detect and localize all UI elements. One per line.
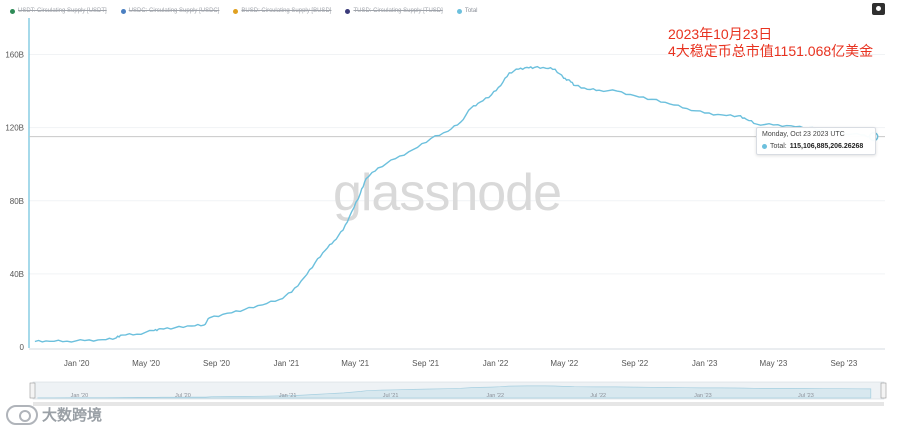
x-tick-label: Sep '20	[203, 359, 230, 368]
y-tick-label: 120B	[5, 124, 24, 133]
legend-dot-icon	[120, 8, 126, 14]
camera-icon[interactable]	[872, 3, 885, 15]
grid	[29, 54, 885, 275]
navigator-tick-label: Jan '23	[694, 393, 712, 399]
x-tick-label: May '21	[341, 359, 369, 368]
legend-label: TUSD: Circulating Supply [TUSD]	[353, 8, 443, 14]
x-tick-label: Sep '21	[412, 359, 439, 368]
legend-dot-icon	[10, 8, 15, 14]
tooltip-value: 115,106,885,206.26268	[789, 143, 864, 150]
navigator-tick-label: Jan '21	[279, 393, 297, 399]
annotation-line-2: 4大稳定币总市值1151.068亿美金	[668, 43, 874, 59]
navigator-tick-label: Jul '22	[590, 393, 606, 399]
y-ticks: 0 40B 80B 120B 160B	[5, 51, 24, 352]
navigator-tick-label: Jul '20	[175, 393, 191, 399]
x-tick-label: Sep '23	[830, 359, 857, 368]
navigator-series-area	[37, 385, 872, 399]
navigator-tick-label: Jan '20	[71, 393, 89, 399]
y-tick-label: 40B	[10, 270, 24, 279]
legend-dot-icon	[345, 8, 351, 14]
watermark-text: 大数跨境	[42, 407, 103, 424]
legend-item-4[interactable]: Total	[456, 8, 478, 14]
legend: USDT: Circulating Supply [USDT] USDC: Cir…	[10, 4, 478, 18]
navigator-tick-label: Jan '22	[486, 393, 504, 399]
x-tick-label: Jan '23	[692, 359, 718, 368]
y-tick-label: 80B	[10, 197, 24, 206]
watermark: 大数跨境	[6, 404, 102, 425]
y-tick-label: 0	[20, 343, 25, 352]
y-tick-label: 160B	[5, 51, 24, 60]
legend-label: BUSD: Circulating Supply [BUSD]	[241, 8, 332, 14]
navigator-scrollbar[interactable]	[33, 402, 884, 406]
navigator-ticks: Jan '20 Jul '20 Jan '21 Jul '21 Jan '22 Jul '…	[71, 393, 814, 399]
x-ticks: Jan '20 May '20 Sep '20 Jan '21 May '21 Sep '…	[64, 359, 858, 368]
legend-dot-icon	[456, 8, 462, 14]
x-tick-label: Jan '21	[274, 359, 300, 368]
tooltip-series-dot	[762, 144, 767, 149]
watermark-logo-icon	[6, 404, 38, 425]
x-tick-label: May '20	[132, 359, 160, 368]
glassnode-watermark-logo: glassnode	[333, 164, 561, 222]
legend-item-1[interactable]: USDC: Circulating Supply [USDC]	[120, 8, 220, 14]
navigator-left-handle[interactable]	[29, 382, 36, 399]
legend-item-0[interactable]: USDT: Circulating Supply [USDT]	[10, 8, 107, 14]
legend-item-3[interactable]: TUSD: Circulating Supply [TUSD]	[345, 8, 443, 14]
navigator-tick-label: Jul '21	[383, 393, 399, 399]
x-tick-label: Jan '20	[64, 359, 90, 368]
navigator-tick-label: Jul '23	[798, 393, 814, 399]
legend-item-2[interactable]: BUSD: Circulating Supply [BUSD]	[233, 8, 331, 14]
legend-dot-icon	[233, 8, 239, 14]
x-tick-label: Jan '22	[483, 359, 509, 368]
annotation: 2023年10月23日 4大稳定币总市值1151.068亿美金	[668, 26, 873, 60]
legend-label: USDC: Circulating Supply [USDC]	[128, 8, 220, 14]
x-tick-label: May '22	[550, 359, 578, 368]
legend-label: Total	[464, 8, 478, 14]
navigator[interactable]: Jan '20 Jul '20 Jan '21 Jul '21 Jan '22 Jul '…	[29, 381, 887, 406]
tooltip-series-label: Total:	[770, 143, 787, 150]
x-tick-label: Sep '22	[621, 359, 648, 368]
tooltip-date: Monday, Oct 23 2023 UTC	[762, 131, 845, 138]
tooltip: Monday, Oct 23 2023 UTC Total: 115,106,8…	[756, 127, 876, 155]
legend-label: USDT: Circulating Supply [USDT]	[18, 8, 107, 14]
series-line-total[interactable]	[34, 65, 874, 343]
x-tick-label: May '23	[760, 359, 788, 368]
annotation-line-1: 2023年10月23日	[668, 26, 773, 42]
navigator-right-handle[interactable]	[880, 382, 887, 399]
